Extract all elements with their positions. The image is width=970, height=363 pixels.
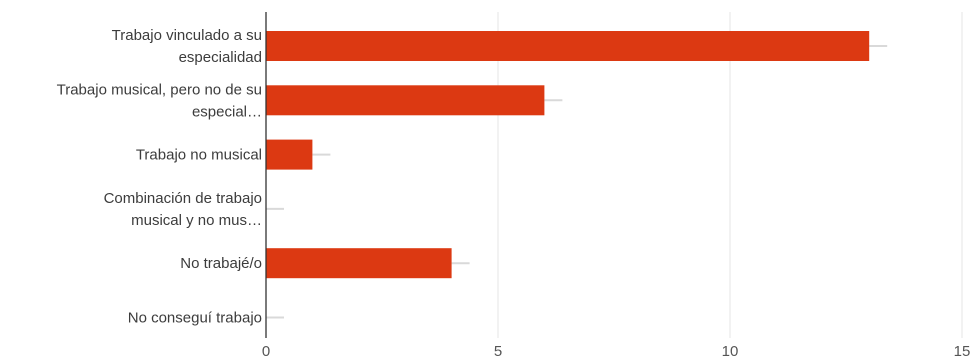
category-label: Trabajo vinculado a su (112, 27, 262, 44)
category-label: especial… (192, 103, 262, 120)
x-tick-label: 5 (494, 343, 502, 358)
category-label: especialidad (179, 49, 262, 66)
x-tick-label: 10 (722, 343, 739, 358)
x-tick-label: 15 (954, 343, 970, 358)
category-label: Trabajo no musical (136, 147, 262, 164)
category-label: Combinación de trabajo (104, 190, 262, 207)
x-tick-label: 0 (262, 343, 270, 358)
category-label: Trabajo musical, pero no de su (57, 81, 262, 98)
bar (266, 248, 452, 279)
bar (266, 85, 545, 116)
category-label: musical y no mus… (131, 212, 262, 229)
category-label: No trabajé/o (180, 255, 262, 272)
bar (266, 139, 313, 170)
category-label: No conseguí trabajo (128, 310, 262, 327)
bar (266, 31, 870, 61)
